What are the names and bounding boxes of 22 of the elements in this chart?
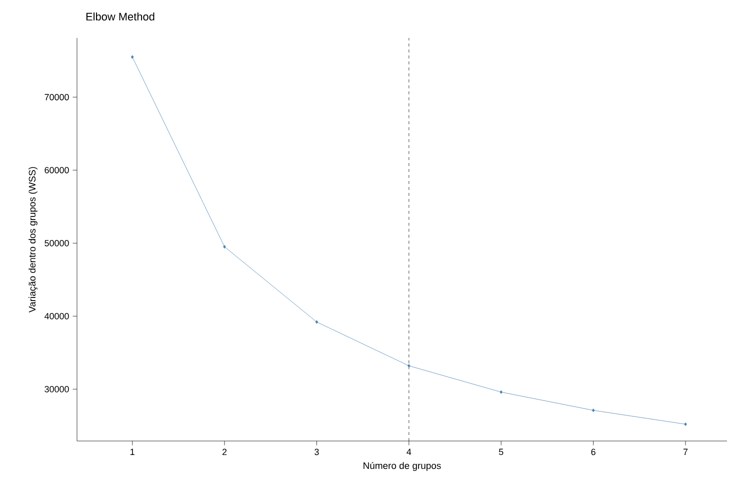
x-axis-title: Número de grupos — [364, 462, 441, 471]
point — [408, 364, 410, 368]
y-tick-label: 40000 — [44, 312, 69, 320]
point — [130, 55, 134, 59]
x-tick-label: 2 — [222, 448, 227, 456]
y-tick-label: 60000 — [44, 166, 69, 174]
point — [500, 390, 503, 394]
point — [684, 422, 687, 426]
y-axis-title: Variação dentro dos grupos (WSS) — [28, 167, 38, 312]
point — [315, 320, 318, 324]
x-tick-label: 3 — [314, 448, 319, 456]
x-tick-label: 7 — [683, 448, 688, 455]
point — [223, 245, 226, 249]
x-tick-label: 5 — [498, 448, 504, 456]
y-tick-label: 30000 — [44, 386, 69, 392]
x-tick-label: 6 — [591, 448, 596, 456]
x-tick-label: 4 — [406, 448, 412, 455]
x-tick-label: 1 — [130, 448, 134, 455]
point — [592, 408, 595, 412]
chart-title: Elbow Method — [86, 12, 154, 20]
y-tick-label: 50000 — [44, 240, 69, 246]
y-tick-label: 70000 — [44, 94, 69, 100]
